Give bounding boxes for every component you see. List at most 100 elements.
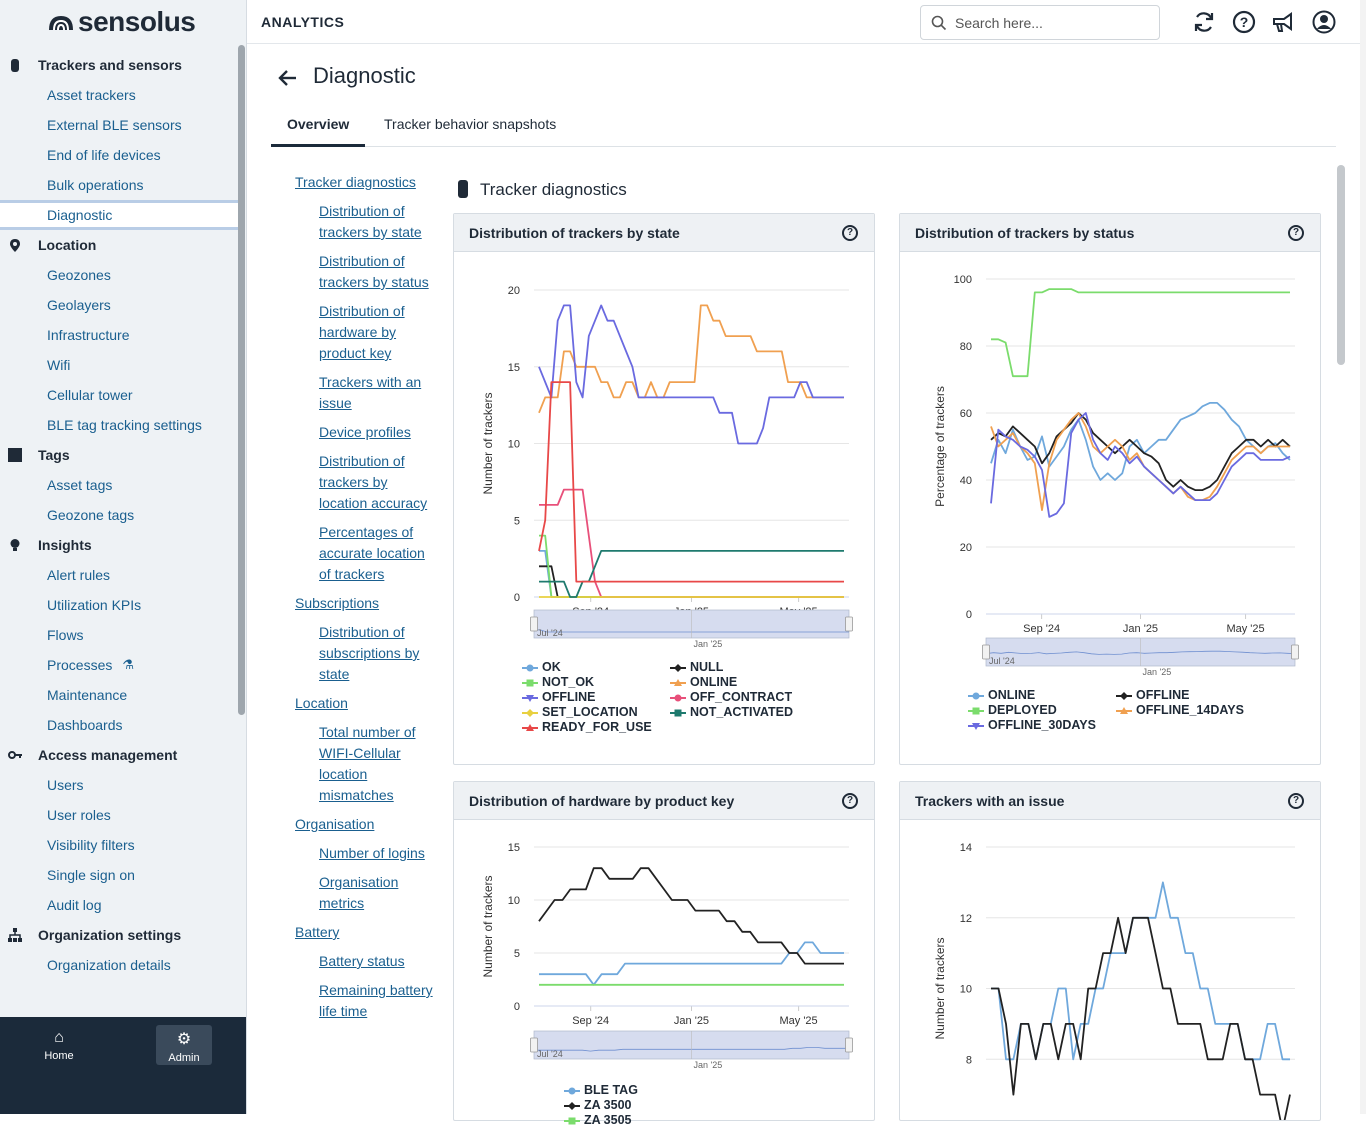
sidebar-group-trackers-and-sensors[interactable]: Trackers and sensors [0, 50, 238, 80]
sidebar-group-access-management[interactable]: Access management [0, 740, 238, 770]
toc-link-location[interactable]: Location [295, 695, 348, 711]
legend-item-ready-for-use[interactable]: READY_FOR_USE [522, 720, 652, 734]
sidebar-item-processes[interactable]: Processes ⚗ [0, 650, 238, 680]
sidebar-item-end-of-life-devices[interactable]: End of life devices [0, 140, 238, 170]
series-line-offline[interactable] [538, 304, 844, 445]
search-box[interactable] [920, 5, 1160, 40]
window-scrollbar[interactable] [1360, 0, 1366, 1114]
series-line-ble-tag[interactable] [539, 941, 844, 986]
sidebar-item-geolayers[interactable]: Geolayers [0, 290, 238, 320]
help-icon[interactable]: ? [1232, 10, 1256, 34]
sidebar-item-external-ble-sensors[interactable]: External BLE sensors [0, 110, 238, 140]
toc-link-distribution-of-trackers-by-status[interactable]: Distribution of trackers by status [319, 253, 429, 290]
series-line-not-ok[interactable] [539, 534, 844, 598]
toc-link-distribution-of-subscriptions-by-state[interactable]: Distribution of subscriptions by state [319, 624, 420, 682]
sidebar-group-tags[interactable]: Tags [0, 440, 238, 470]
refresh-icon[interactable] [1192, 10, 1216, 34]
home-button[interactable]: ⌂ Home [31, 1025, 87, 1065]
series-line-za-3500[interactable] [538, 867, 844, 965]
legend-item-za-3500[interactable]: ZA 3500 [564, 1098, 631, 1112]
sidebar-group-insights[interactable]: Insights [0, 530, 238, 560]
brand-logo[interactable]: sensolus [0, 0, 246, 44]
sidebar-item-flows[interactable]: Flows [0, 620, 238, 650]
sidebar-item-users[interactable]: Users [0, 770, 238, 800]
admin-button[interactable]: ⚙ Admin [156, 1025, 212, 1065]
tab-tracker-behavior-snapshots[interactable]: Tracker behavior snapshots [384, 116, 557, 132]
sidebar-item-cellular-tower[interactable]: Cellular tower [0, 380, 238, 410]
sidebar-item-visibility-filters[interactable]: Visibility filters [0, 830, 238, 860]
toc-link-battery[interactable]: Battery [295, 924, 340, 940]
toc-link-trackers-with-an-issue[interactable]: Trackers with an issue [319, 374, 422, 411]
series-line-not-activated[interactable] [539, 549, 844, 598]
back-arrow-icon[interactable] [278, 68, 298, 88]
help-circle-icon[interactable]: ? [1288, 225, 1304, 241]
navigator-left-handle[interactable] [982, 644, 990, 660]
sidebar-item-wifi[interactable]: Wifi [0, 350, 238, 380]
toc-link-organisation-metrics[interactable]: Organisation metrics [319, 874, 399, 911]
tab-overview[interactable]: Overview [271, 116, 366, 147]
toc-link-subscriptions[interactable]: Subscriptions [295, 595, 380, 611]
legend-item-set-location[interactable]: SET_LOCATION [522, 705, 638, 719]
toc-link-battery-status[interactable]: Battery status [319, 953, 405, 969]
sidebar-item-asset-trackers[interactable]: Asset trackers [0, 80, 238, 110]
sidebar-item-geozones[interactable]: Geozones [0, 260, 238, 290]
series-line-ok[interactable] [539, 549, 844, 598]
toc-link-organisation[interactable]: Organisation [295, 816, 375, 832]
series-line-online[interactable] [538, 304, 844, 414]
sidebar-item-diagnostic[interactable]: Diagnostic [0, 200, 238, 230]
toc-link-device-profiles[interactable]: Device profiles [319, 424, 411, 440]
sidebar-item-utilization-kpis[interactable]: Utilization KPIs [0, 590, 238, 620]
legend-item-offline[interactable]: OFFLINE [1116, 688, 1189, 702]
toc-link-number-of-logins[interactable]: Number of logins [319, 845, 425, 861]
sidebar-scrollbar[interactable] [238, 45, 245, 715]
legend-item-offline-14days[interactable]: OFFLINE_14DAYS [1116, 703, 1244, 717]
sidebar-group-organization-settings[interactable]: Organization settings [0, 920, 238, 950]
legend-item-not-ok[interactable]: NOT_OK [522, 675, 594, 689]
series-line-deployed[interactable] [991, 288, 1290, 378]
series-line-offline-14days[interactable] [990, 412, 1290, 512]
sidebar-item-alert-rules[interactable]: Alert rules [0, 560, 238, 590]
legend-item-off-contract[interactable]: OFF_CONTRACT [670, 690, 792, 704]
legend-item-deployed[interactable]: DEPLOYED [968, 703, 1057, 717]
help-circle-icon[interactable]: ? [842, 793, 858, 809]
legend-item-offline-30days[interactable]: OFFLINE_30DAYS [968, 718, 1096, 732]
legend-item-not-activated[interactable]: NOT_ACTIVATED [670, 705, 793, 719]
sidebar-item-ble-tag-tracking-settings[interactable]: BLE tag tracking settings [0, 410, 238, 440]
series-line-offline-30days[interactable] [990, 412, 1291, 518]
sidebar-item-user-roles[interactable]: User roles [0, 800, 238, 830]
toc-link-distribution-of-trackers-by-state[interactable]: Distribution of trackers by state [319, 203, 422, 240]
series-line-ready-for-use[interactable] [538, 381, 844, 583]
series-line-0[interactable] [991, 881, 1290, 1061]
legend-item-online[interactable]: ONLINE [968, 688, 1035, 702]
toc-link-remaining-battery-life-time[interactable]: Remaining battery life time [319, 982, 433, 1019]
navigator-right-handle[interactable] [845, 616, 853, 632]
toc-link-percentages-of-accurate-location-of-trackers[interactable]: Percentages of accurate location of trac… [319, 524, 425, 582]
legend-item-online[interactable]: ONLINE [670, 675, 737, 689]
sidebar-item-organization-details[interactable]: Organization details [0, 950, 238, 980]
search-input[interactable] [955, 13, 1150, 33]
toc-link-tracker-diagnostics[interactable]: Tracker diagnostics [295, 174, 416, 190]
toc-link-distribution-of-trackers-by-location-accuracy[interactable]: Distribution of trackers by location acc… [319, 453, 428, 511]
sidebar-item-single-sign-on[interactable]: Single sign on [0, 860, 238, 890]
help-circle-icon[interactable]: ? [1288, 793, 1304, 809]
navigator-left-handle[interactable] [530, 1037, 538, 1053]
sidebar-item-asset-tags[interactable]: Asset tags [0, 470, 238, 500]
sidebar-item-bulk-operations[interactable]: Bulk operations [0, 170, 238, 200]
legend-item-offline[interactable]: OFFLINE [522, 690, 595, 704]
legend-item-ok[interactable]: OK [522, 660, 561, 674]
legend-item-ble-tag[interactable]: BLE TAG [564, 1083, 638, 1097]
toc-link-total-number-of-wifi-cellular-location-mismatches[interactable]: Total number of WIFI-Cellular location m… [319, 724, 416, 803]
navigator-left-handle[interactable] [530, 616, 538, 632]
sidebar-item-infrastructure[interactable]: Infrastructure [0, 320, 238, 350]
navigator-right-handle[interactable] [845, 1037, 853, 1053]
user-account-icon[interactable] [1312, 10, 1336, 34]
legend-item-null[interactable]: NULL [670, 660, 723, 674]
content-scrollbar[interactable] [1337, 165, 1345, 365]
sidebar-item-dashboards[interactable]: Dashboards [0, 710, 238, 740]
sidebar-group-location[interactable]: Location [0, 230, 238, 260]
help-circle-icon[interactable]: ? [842, 225, 858, 241]
navigator-right-handle[interactable] [1291, 644, 1299, 660]
announcement-megaphone-icon[interactable] [1271, 10, 1295, 34]
series-line-offline[interactable] [990, 412, 1291, 492]
toc-link-distribution-of-hardware-by-product-key[interactable]: Distribution of hardware by product key [319, 303, 405, 361]
